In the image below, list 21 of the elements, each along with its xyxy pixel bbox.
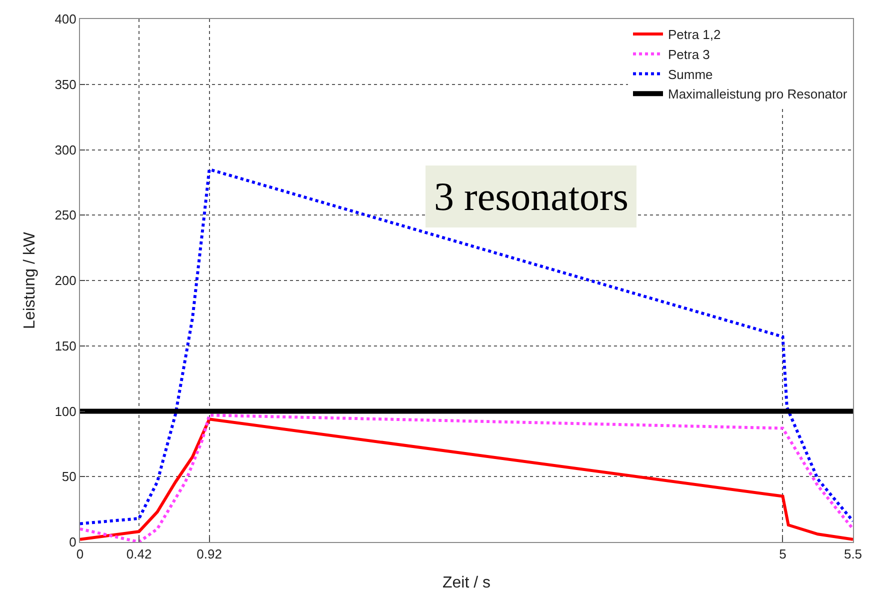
- annotation: 3 resonators: [434, 174, 628, 219]
- x-tick-label: 5.5: [844, 546, 862, 562]
- y-tick-label: 300: [54, 142, 76, 158]
- y-tick-label: 400: [54, 12, 76, 27]
- y-tick-label: 0: [69, 534, 76, 550]
- legend-label: Petra 1,2: [668, 27, 721, 42]
- legend-label: Summe: [668, 66, 713, 82]
- line-series: [80, 168, 853, 526]
- y-tick-label: 250: [54, 208, 76, 223]
- y-tick-label: 350: [54, 76, 76, 92]
- y-tick-label: 150: [54, 338, 76, 354]
- legend-label: Maximalleistung pro Resonator: [668, 86, 848, 102]
- y-tick-label: 200: [54, 273, 76, 288]
- x-tick-label: 0.42: [126, 546, 152, 562]
- y-axis-title: Leistung / kW: [22, 231, 39, 329]
- x-tick-label: 0.92: [196, 546, 222, 562]
- x-axis-title: Zeit / s: [442, 574, 491, 592]
- legend-label: Petra 3: [668, 46, 710, 62]
- y-tick-label: 50: [62, 469, 76, 484]
- y-tick-label: 100: [54, 404, 76, 419]
- x-tick-label: 5: [779, 546, 786, 562]
